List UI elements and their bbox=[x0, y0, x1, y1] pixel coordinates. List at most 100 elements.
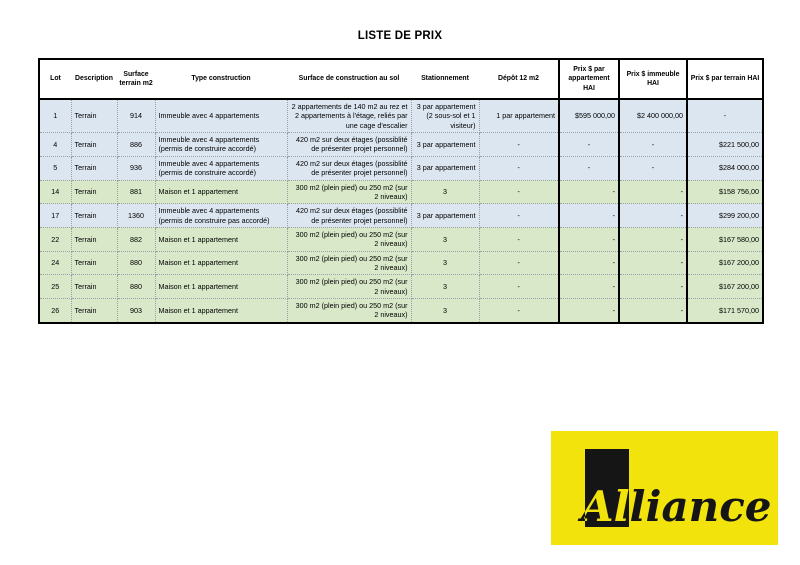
cell-stationnement: 3 par appartement (2 sous-sol et 1 visit… bbox=[410, 98, 480, 134]
cell-lot: 22 bbox=[38, 226, 72, 252]
cell-stationnement: 3 bbox=[410, 179, 480, 205]
cell-prix-terrain: $299 200,00 bbox=[686, 203, 764, 228]
cell-depot: - bbox=[478, 179, 560, 205]
cell-type-construction: Immeuble avec 4 appartements bbox=[154, 98, 288, 134]
cell-surface-terrain: 886 bbox=[116, 132, 156, 157]
cell-depot: - bbox=[478, 274, 560, 300]
cell-stationnement: 3 bbox=[410, 226, 480, 252]
cell-surface-construction: 300 m2 (plein pied) ou 250 m2 (sur 2 niv… bbox=[286, 298, 412, 324]
cell-lot: 14 bbox=[38, 179, 72, 205]
column-header-surface-terrain: Surface terrain m2 bbox=[117, 59, 155, 100]
column-header-type-construction: Type construction bbox=[155, 59, 287, 100]
cell-surface-construction: 300 m2 (plein pied) ou 250 m2 (sur 2 niv… bbox=[286, 274, 412, 300]
cell-surface-terrain: 880 bbox=[116, 250, 156, 276]
logo-black-rectangle bbox=[585, 449, 629, 527]
cell-surface-construction: 300 m2 (plein pied) ou 250 m2 (sur 2 niv… bbox=[286, 226, 412, 252]
cell-depot: - bbox=[478, 226, 560, 252]
cell-surface-terrain: 903 bbox=[116, 298, 156, 324]
cell-type-construction: Immeuble avec 4 appartements (permis de … bbox=[154, 132, 288, 157]
cell-prix-appartement: - bbox=[558, 298, 620, 324]
cell-prix-appartement: $595 000,00 bbox=[558, 98, 620, 134]
cell-surface-terrain: 882 bbox=[116, 226, 156, 252]
cell-description: Terrain bbox=[70, 226, 118, 252]
column-header-prix-appartement: Prix $ par appartement HAI bbox=[558, 59, 619, 100]
cell-surface-terrain: 881 bbox=[116, 179, 156, 205]
table-row: 14 Terrain 881 Maison et 1 appartement 300 m… bbox=[38, 179, 764, 205]
table-row: 4 Terrain 886 Immeuble avec 4 appartements … bbox=[38, 132, 764, 157]
cell-prix-terrain: $171 570,00 bbox=[686, 298, 764, 324]
page-title: LISTE DE PRIX bbox=[357, 30, 443, 42]
cell-description: Terrain bbox=[70, 274, 118, 300]
cell-stationnement: 3 par appartement bbox=[410, 132, 480, 157]
cell-depot: - bbox=[478, 203, 560, 228]
cell-surface-terrain: 914 bbox=[116, 98, 156, 134]
cell-stationnement: 3 bbox=[410, 250, 480, 276]
cell-prix-immeuble: - bbox=[618, 132, 688, 157]
cell-lot: 5 bbox=[38, 155, 72, 181]
price-table-container: Lot Description Surface terrain m2 Type … bbox=[38, 58, 764, 324]
table-row: 24 Terrain 880 Maison et 1 appartement 300 m… bbox=[38, 250, 764, 276]
cell-prix-terrain: $221 500,00 bbox=[686, 132, 764, 157]
cell-surface-construction: 300 m2 (plein pied) ou 250 m2 (sur 2 niv… bbox=[286, 179, 412, 205]
cell-lot: 24 bbox=[38, 250, 72, 276]
cell-depot: 1 par appartement bbox=[478, 98, 560, 134]
cell-prix-terrain: $167 200,00 bbox=[686, 250, 764, 276]
cell-prix-immeuble: - bbox=[618, 226, 688, 252]
cell-lot: 25 bbox=[38, 274, 72, 300]
cell-stationnement: 3 par appartement bbox=[410, 203, 480, 228]
table-row: 17 Terrain 1360 Immeuble avec 4 appartement… bbox=[38, 203, 764, 228]
cell-surface-construction: 420 m2 sur deux étages (possiblité de pr… bbox=[286, 155, 412, 181]
cell-type-construction: Maison et 1 appartement bbox=[154, 226, 288, 252]
logo-wordmark: Alliance bbox=[577, 482, 772, 531]
cell-surface-construction: 2 appartements de 140 m2 au rez et 2 app… bbox=[286, 98, 412, 134]
price-table-body: 1 Terrain 914 Immeuble avec 4 appartements 2… bbox=[38, 98, 764, 324]
cell-description: Terrain bbox=[70, 250, 118, 276]
table-row: 1 Terrain 914 Immeuble avec 4 appartements 2… bbox=[38, 98, 764, 134]
cell-type-construction: Maison et 1 appartement bbox=[154, 274, 288, 300]
cell-prix-immeuble: - bbox=[618, 203, 688, 228]
cell-prix-immeuble: - bbox=[618, 155, 688, 181]
logo-wordmark-overlay: Alliance bbox=[577, 482, 772, 531]
cell-lot: 1 bbox=[38, 98, 72, 134]
cell-prix-appartement: - bbox=[558, 179, 620, 205]
cell-type-construction: Maison et 1 appartement bbox=[154, 298, 288, 324]
table-row: 25 Terrain 880 Maison et 1 appartement 300 m… bbox=[38, 274, 764, 300]
column-header-stationnement: Stationnement bbox=[411, 59, 479, 100]
cell-prix-appartement: - bbox=[558, 250, 620, 276]
cell-description: Terrain bbox=[70, 203, 118, 228]
cell-description: Terrain bbox=[70, 298, 118, 324]
cell-surface-construction: 420 m2 sur deux étages (possiblité de pr… bbox=[286, 203, 412, 228]
column-header-prix-terrain: Prix $ par terrain HAI bbox=[686, 59, 763, 100]
cell-stationnement: 3 bbox=[410, 298, 480, 324]
cell-prix-appartement: - bbox=[558, 203, 620, 228]
cell-depot: - bbox=[478, 250, 560, 276]
cell-depot: - bbox=[478, 298, 560, 324]
cell-description: Terrain bbox=[70, 155, 118, 181]
cell-type-construction: Maison et 1 appartement bbox=[154, 179, 288, 205]
cell-prix-appartement: - bbox=[558, 132, 620, 157]
cell-prix-appartement: - bbox=[558, 274, 620, 300]
cell-prix-terrain: $158 756,00 bbox=[686, 179, 764, 205]
cell-lot: 4 bbox=[38, 132, 72, 157]
cell-type-construction: Maison et 1 appartement bbox=[154, 250, 288, 276]
cell-stationnement: 3 bbox=[410, 274, 480, 300]
cell-prix-immeuble: $2 400 000,00 bbox=[618, 98, 688, 134]
header-row: Lot Description Surface terrain m2 Type … bbox=[39, 59, 763, 100]
cell-prix-terrain: $284 000,00 bbox=[686, 155, 764, 181]
column-header-description: Description bbox=[71, 59, 117, 100]
alliance-logo-svg: Alliance Alliance bbox=[551, 431, 778, 545]
cell-surface-construction: 420 m2 sur deux étages (possiblité de pr… bbox=[286, 132, 412, 157]
cell-prix-terrain: $167 200,00 bbox=[686, 274, 764, 300]
cell-depot: - bbox=[478, 155, 560, 181]
cell-description: Terrain bbox=[70, 132, 118, 157]
column-header-depot: Dépôt 12 m2 bbox=[479, 59, 559, 100]
cell-type-construction: Immeuble avec 4 appartements (permis de … bbox=[154, 203, 288, 228]
cell-prix-terrain: $167 580,00 bbox=[686, 226, 764, 252]
column-header-prix-immeuble: Prix $ immeuble HAI bbox=[618, 59, 687, 100]
cell-prix-terrain: - bbox=[686, 98, 764, 134]
cell-prix-appartement: - bbox=[558, 226, 620, 252]
cell-surface-terrain: 936 bbox=[116, 155, 156, 181]
cell-prix-immeuble: - bbox=[618, 179, 688, 205]
table-row: 26 Terrain 903 Maison et 1 appartement 300 m… bbox=[38, 298, 764, 324]
cell-depot: - bbox=[478, 132, 560, 157]
